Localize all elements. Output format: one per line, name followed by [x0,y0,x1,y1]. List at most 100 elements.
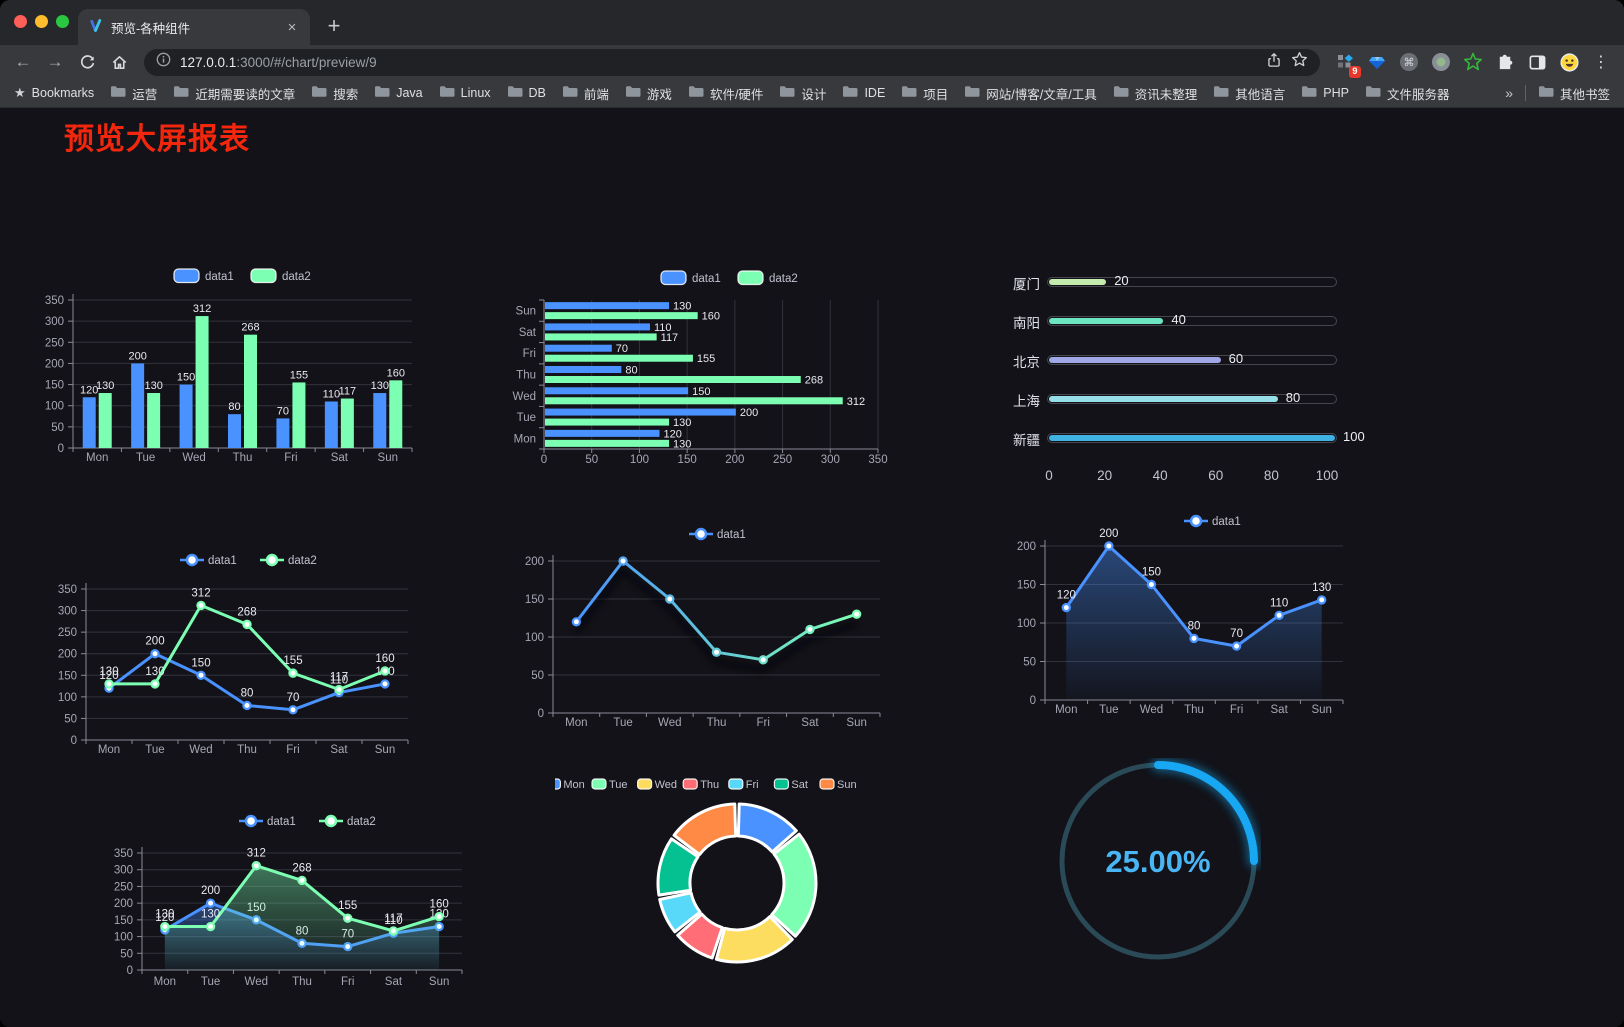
home-icon[interactable] [106,49,132,75]
puzzle-extension-icon[interactable] [1492,49,1518,75]
gem-extension-icon[interactable] [1364,49,1390,75]
browser-menu-icon[interactable]: ⋮ [1593,54,1609,71]
share-icon[interactable] [1266,52,1282,73]
legend-item-data2[interactable]: data2 [260,553,317,567]
address-bar[interactable]: 127.0.0.1:3000/#/chart/preview/9 [144,48,1320,76]
svg-text:data2: data2 [347,816,376,828]
legend-item-Mon[interactable]: Mon [555,778,585,791]
bookmark-item[interactable]: 设计 [779,84,826,103]
pie-segment-Thu [676,912,724,960]
data-point [711,647,722,657]
svg-text:data1: data1 [717,529,746,541]
command-extension-icon[interactable]: ⌘ [1396,49,1422,75]
pie-segment-Tue [770,832,818,938]
svg-text:350: 350 [114,848,133,860]
window-close-button[interactable] [14,15,27,28]
svg-text:Thu: Thu [516,370,536,382]
chart-weekday-donut: Mon Tue Wed Thu Fri Sat Sun [555,770,925,978]
legend-item-data1[interactable]: data1 [173,268,234,284]
window-zoom-button[interactable] [56,15,69,28]
legend-item-data2[interactable]: data2 [250,268,311,284]
svg-text:Sat: Sat [791,779,808,791]
bookmark-item[interactable]: 运营 [110,84,157,103]
svg-text:200: 200 [201,885,220,897]
svg-text:150: 150 [1017,580,1036,592]
url-text[interactable]: 127.0.0.1:3000/#/chart/preview/9 [180,55,1257,70]
progress-fill [1049,435,1335,441]
site-info-icon[interactable] [156,52,171,72]
legend-item-data1[interactable]: data1 [180,553,237,567]
bookmark-item[interactable]: 项目 [901,84,948,103]
folder-icon [173,85,189,101]
data-point [297,875,307,886]
browser-tab[interactable]: 预览-各种组件 × [78,9,310,45]
legend-item-Sun[interactable]: Sun [819,778,857,791]
bookmark-item[interactable]: 资讯未整理 [1113,84,1197,103]
legend-item-data1[interactable]: data1 [239,814,296,828]
new-tab-button[interactable]: + [327,13,341,38]
data-point [343,913,353,923]
url-host: 127.0.0.1 [180,54,237,70]
svg-text:130: 130 [144,380,162,392]
star-extension-icon[interactable] [1460,49,1486,75]
bookmark-item[interactable]: 网站/博客/文章/工具 [964,84,1097,103]
legend-item-data1[interactable]: data1 [689,527,746,541]
bookmark-item[interactable]: IDE [842,85,885,101]
svg-text:130: 130 [1312,582,1331,594]
svg-text:250: 250 [45,337,64,349]
forward-icon[interactable]: → [46,52,64,71]
bookmarks-overflow-chevron[interactable]: » [1505,85,1513,101]
bookmark-item[interactable]: 游戏 [625,84,672,103]
bookmark-item[interactable]: 搜索 [311,84,358,103]
svg-text:312: 312 [191,587,210,599]
legend-item-Wed[interactable]: Wed [636,778,677,791]
legend-item-Fri[interactable]: Fri [728,778,759,791]
extension-grid-icon[interactable]: 9 [1332,49,1361,78]
bar-data2 [292,382,306,448]
bookmark-item[interactable]: Linux [439,85,491,101]
window-minimize-button[interactable] [35,15,48,28]
legend-item-data2[interactable]: data2 [737,270,798,286]
svg-text:312: 312 [247,848,266,860]
emoji-extension-icon[interactable] [1556,49,1582,75]
bookmark-star-icon[interactable] [1291,51,1308,73]
svg-text:155: 155 [290,369,308,381]
back-icon[interactable]: ← [14,52,32,71]
bookmark-item[interactable]: Java [374,85,423,101]
bookmark-item[interactable]: PHP [1301,85,1349,101]
svg-text:Fri: Fri [746,779,759,791]
bar-data1 [179,384,193,448]
bookmark-item[interactable]: 前端 [562,84,609,103]
legend-item-Thu[interactable]: Thu [682,778,719,791]
svg-text:Sun: Sun [846,717,866,729]
data-point [251,861,261,871]
bookmarks-manager[interactable]: ★ Bookmarks [14,85,94,101]
data-point [434,911,444,922]
legend-item-data1[interactable]: data1 [660,270,721,286]
legend-item-Sat[interactable]: Sat [773,778,808,791]
data-point [665,594,675,604]
svg-text:Sat: Sat [385,976,403,988]
svg-text:Tue: Tue [517,412,536,424]
sidepanel-extension-icon[interactable] [1524,49,1550,75]
svg-text:150: 150 [678,454,697,466]
svg-text:130: 130 [145,666,164,678]
bookmark-item[interactable]: 软件/硬件 [688,84,763,103]
bookmark-item[interactable]: 文件服务器 [1365,84,1449,103]
record-extension-icon[interactable] [1428,49,1454,75]
data-point [380,666,390,676]
page-title: 预览大屏报表 [64,123,250,156]
legend-item-data1[interactable]: data1 [1184,514,1241,528]
tab-close-icon[interactable]: × [287,18,297,36]
svg-text:160: 160 [375,653,394,665]
axis-tick-label: 80 [1263,468,1279,483]
legend-item-Tue[interactable]: Tue [591,778,628,791]
legend-item-data2[interactable]: data2 [319,814,376,828]
bookmark-item[interactable]: 近期需要读的文章 [173,84,295,103]
svg-text:Wed: Wed [1140,704,1163,716]
svg-text:120: 120 [80,384,98,396]
bookmark-item[interactable]: 其他语言 [1213,84,1285,103]
bookmark-item[interactable]: DB [507,85,546,101]
other-bookmarks-folder[interactable]: 其他书签 [1538,84,1610,103]
reload-icon[interactable] [74,49,100,75]
